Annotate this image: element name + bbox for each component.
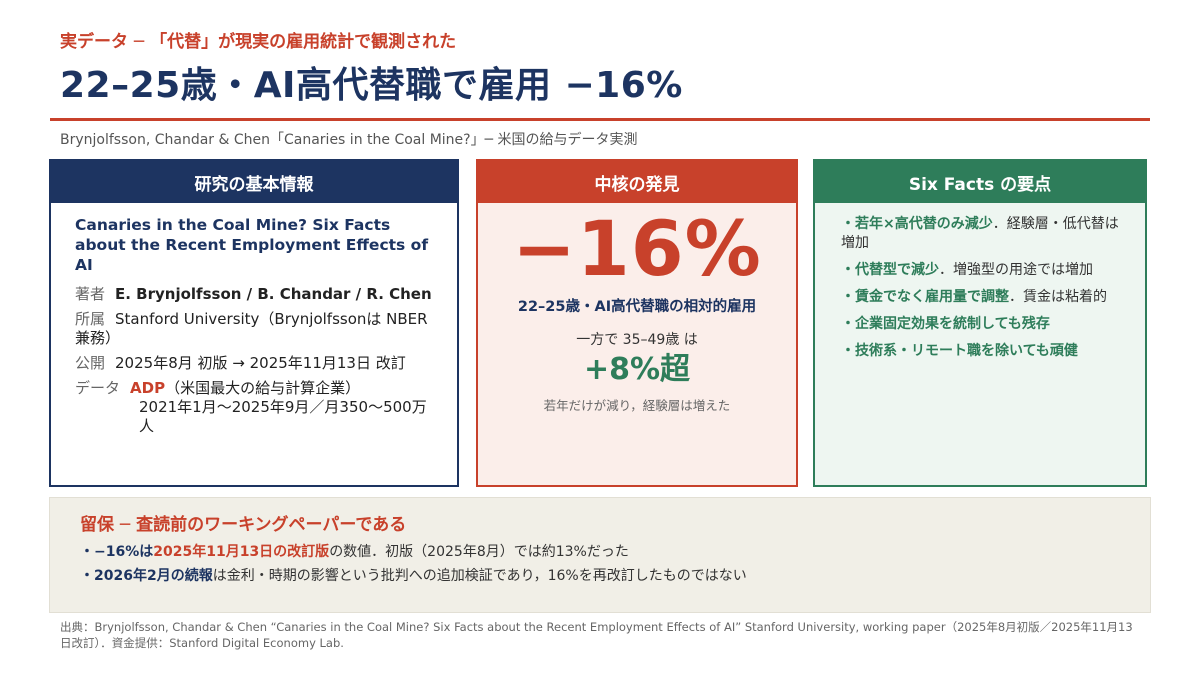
caveat-item: ・2026年2月の続報は金利・時期の影響という批判への追加検証であり，16%を再… — [80, 565, 747, 585]
six-facts-heading: Six Facts の要点 — [815, 161, 1145, 203]
fact-item: ・代替型で減少．増強型の用途では増加 — [841, 261, 1125, 280]
fact-item: ・技術系・リモート職を除いても頑健 — [841, 342, 1125, 361]
bullet-dot: ・ — [841, 262, 855, 278]
bullet-dot: ・ — [841, 343, 855, 359]
headline-figure-desc: 22–25歳・AI高代替職の相対的雇用 — [517, 299, 757, 315]
affiliation-row: 所属 Stanford University（Brynjolfssonは NBER… — [75, 310, 433, 348]
authors-value: E. Brynjolfsson / B. Chandar / R. Chen — [115, 285, 432, 303]
bullet-dot: ・ — [80, 544, 94, 560]
affiliation-key: 所属 — [75, 310, 106, 328]
fact-rest: ．経験層・低代替は増加 — [841, 216, 1119, 251]
data-key: データ — [75, 379, 121, 397]
data-range: 2021年1月～2025年9月／月350～500万人 — [139, 398, 427, 435]
caveat-rest: は金利・時期の影響という批判への追加検証であり，16%を再改訂したものではない — [212, 568, 747, 584]
fact-bold: 技術系・リモート職を除いても頑健 — [855, 343, 1078, 359]
six-facts-card: Six Facts の要点 ・若年×高代替のみ減少．経験層・低代替は増加 ・代替… — [813, 159, 1147, 487]
published-key: 公開 — [75, 354, 106, 372]
slide-title: 22–25歳・AI高代替職で雇用 −16% — [60, 65, 683, 106]
fact-item: ・若年×高代替のみ減少．経験層・低代替は増加 — [841, 215, 1125, 253]
title-divider — [50, 118, 1150, 121]
comparison-figure: +8%超 — [583, 352, 691, 387]
data-row: データ ADP（米国最大の給与計算企業） 2021年1月～2025年9月／月350… — [75, 379, 433, 436]
core-note: 若年だけが減り，経験層は増えた — [543, 398, 731, 413]
caveat-title: 留保 ─ 査読前のワーキングペーパーである — [80, 515, 407, 535]
bullet-dot: ・ — [841, 216, 855, 232]
fact-rest: ．増強型の用途では増加 — [939, 262, 1093, 278]
slide-kicker: 実データ ─ 「代替」が現実の雇用統計で観測された — [60, 32, 457, 52]
study-info-card: 研究の基本情報 Canaries in the Coal Mine? Six F… — [49, 159, 459, 487]
fact-bold: 企業固定効果を統制しても残存 — [855, 316, 1050, 332]
fact-bold: 代替型で減少 — [855, 262, 939, 278]
fact-rest: ．賃金は粘着的 — [1009, 289, 1107, 305]
fact-item: ・賃金でなく雇用量で調整．賃金は粘着的 — [841, 288, 1125, 307]
caveat-box: 留保 ─ 査読前のワーキングペーパーである ・−16%は2025年11月13日の… — [49, 497, 1151, 613]
affiliation-value: Stanford University（Brynjolfssonは NBER兼務… — [75, 310, 428, 347]
caveat-rest: の数値．初版（2025年8月）では約13%だった — [329, 544, 629, 560]
bullet-dot: ・ — [841, 289, 855, 305]
study-info-heading: 研究の基本情報 — [51, 161, 457, 203]
authors-key: 著者 — [75, 285, 106, 303]
authors-row: 著者 E. Brynjolfsson / B. Chandar / R. Chen — [75, 285, 433, 304]
published-row: 公開 2025年8月 初版 → 2025年11月13日 改訂 — [75, 354, 433, 373]
slide-subtitle: Brynjolfsson, Chandar & Chen「Canaries in… — [60, 132, 638, 148]
caveat-bold: −16%は — [94, 544, 154, 560]
caveat-bold: 2026年2月の続報 — [94, 568, 213, 584]
bullet-dot: ・ — [841, 316, 855, 332]
published-value: 2025年8月 初版 → 2025年11月13日 改訂 — [115, 354, 406, 372]
comparison-line: 一方で 35–49歳 は — [576, 332, 698, 348]
caveat-item: ・−16%は2025年11月13日の改訂版の数値．初版（2025年8月）では約1… — [80, 541, 629, 561]
bullet-dot: ・ — [80, 568, 94, 584]
paper-title: Canaries in the Coal Mine? Six Facts abo… — [75, 216, 429, 274]
fact-bold: 賃金でなく雇用量で調整 — [855, 289, 1009, 305]
source-citation: 出典：Brynjolfsson, Chandar & Chen “Canarie… — [60, 620, 1133, 650]
core-finding-heading: 中核の発見 — [478, 161, 796, 203]
fact-item: ・企業固定効果を統制しても残存 — [841, 315, 1125, 334]
headline-figure: −16% — [512, 204, 762, 293]
core-finding-card: 中核の発見 −16% 22–25歳・AI高代替職の相対的雇用 一方で 35–49… — [476, 159, 798, 487]
data-source-desc: （米国最大の給与計算企業） — [165, 379, 361, 397]
data-source-name: ADP — [130, 379, 166, 397]
caveat-highlight: 2025年11月13日の改訂版 — [153, 544, 330, 560]
fact-bold: 若年×高代替のみ減少 — [855, 216, 993, 232]
